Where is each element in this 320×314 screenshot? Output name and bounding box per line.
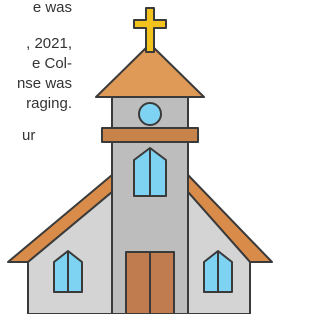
paragraph: e was , 2021, e Col-nse was raging. ur [17,0,72,144]
text-line: ur [22,127,35,144]
text-line: nse was [17,75,72,92]
text-line: e was [33,0,72,16]
church [8,8,272,314]
text-line: e Col- [32,55,72,72]
text-line: , 2021, [26,35,72,52]
scene: e was , 2021, e Col-nse was raging. ur [0,0,277,314]
text-line: raging. [26,95,72,112]
